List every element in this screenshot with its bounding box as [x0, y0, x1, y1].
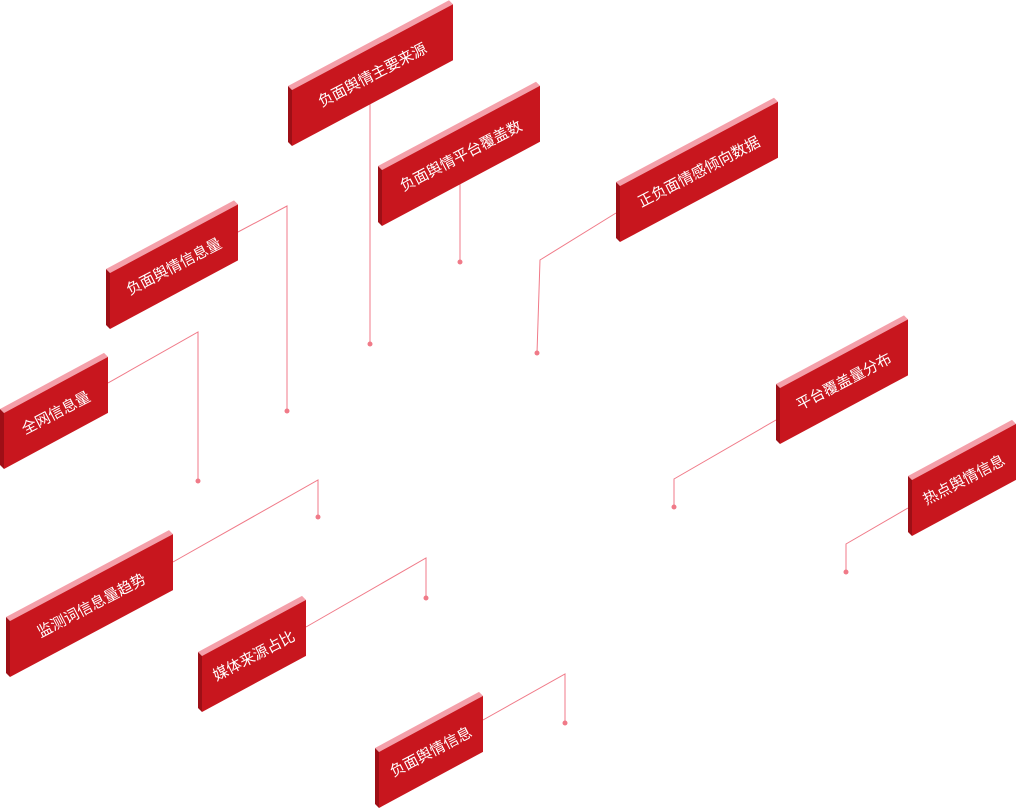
- leader-line: [305, 557, 427, 628]
- label-top-edge: [106, 200, 238, 273]
- anchor-dot: [457, 259, 463, 265]
- label-side-edge: [198, 652, 202, 712]
- leader-line: [536, 212, 617, 354]
- label-side-edge: [378, 166, 382, 226]
- label-top-edge: [375, 691, 483, 752]
- anchor-dot: [284, 408, 290, 414]
- label-callout: 媒体来源占比: [198, 557, 429, 712]
- label-face: [912, 423, 1016, 536]
- label-side-edge: [616, 182, 620, 242]
- label-top-edge: [616, 97, 778, 186]
- label-side-edge: [908, 476, 912, 536]
- leader-line: [673, 419, 777, 507]
- label-callout: 正负面情感倾向数据: [534, 97, 778, 356]
- label-callout: 负面舆情信息: [375, 673, 568, 808]
- label-side-edge: [0, 409, 4, 469]
- label-callout: 平台覆盖量分布: [671, 315, 908, 510]
- anchor-dot: [671, 504, 677, 510]
- label-side-edge: [106, 269, 110, 329]
- label-face: [4, 356, 108, 469]
- label-face: [379, 695, 483, 808]
- leader-line: [172, 479, 319, 563]
- label-top-edge: [776, 315, 908, 388]
- label-face: [382, 85, 540, 226]
- label-top-edge: [378, 81, 540, 170]
- anchor-dot: [534, 350, 540, 356]
- label-face: [620, 101, 778, 242]
- leader-line: [107, 331, 199, 481]
- label-side-edge: [375, 748, 379, 808]
- label-callout: 全网信息量: [0, 331, 201, 484]
- label-side-edge: [6, 617, 10, 677]
- anchor-dot: [315, 514, 321, 520]
- leader-line: [845, 507, 909, 572]
- label-side-edge: [288, 86, 292, 146]
- anchor-dot: [423, 595, 429, 601]
- anchor-dot: [843, 569, 849, 575]
- label-top-edge: [198, 595, 306, 656]
- label-top-edge: [288, 0, 453, 91]
- label-callout: 热点舆情信息: [843, 419, 1016, 575]
- label-top-edge: [0, 352, 108, 413]
- anchor-dot: [367, 341, 373, 347]
- leader-line: [482, 673, 566, 723]
- label-callout: 负面舆情平台覆盖数: [378, 81, 540, 265]
- label-face: [780, 319, 908, 444]
- label-top-edge: [6, 530, 173, 621]
- anchor-dot: [562, 720, 568, 726]
- label-face: [110, 204, 238, 329]
- leader-line: [237, 205, 288, 411]
- label-face: [202, 599, 306, 712]
- anchor-dot: [195, 478, 201, 484]
- label-side-edge: [776, 384, 780, 444]
- label-face: [292, 4, 453, 147]
- label-face: [10, 534, 173, 677]
- label-top-edge: [908, 419, 1016, 480]
